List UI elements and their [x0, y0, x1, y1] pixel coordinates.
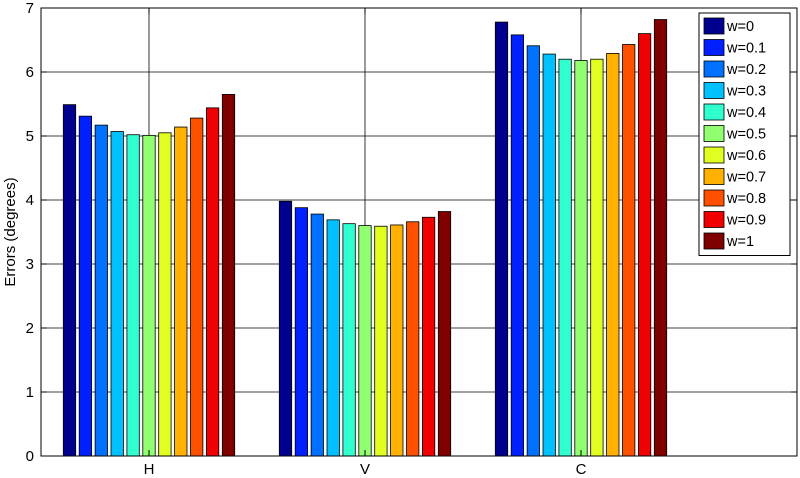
legend-swatch: [703, 103, 725, 121]
legend-label: w=0.3: [726, 84, 766, 100]
legend-label: w=0.9: [726, 213, 766, 229]
bar-C-w=0.2: [526, 45, 540, 457]
bar-C-w=0.3: [542, 53, 556, 457]
legend-swatch: [703, 211, 725, 228]
bars: [62, 19, 668, 457]
legend-swatch: [703, 125, 725, 142]
bar-H-w=0.4: [126, 134, 140, 457]
legend-label: w=0.5: [726, 127, 766, 143]
y-tick-label: 6: [26, 64, 34, 81]
legend-swatch: [703, 232, 725, 250]
bar-V-w=0.8: [406, 221, 420, 457]
bar-C-w=0.5: [574, 60, 588, 457]
legend-label: w=0.2: [726, 62, 766, 78]
legend-swatch: [703, 168, 725, 185]
legend-label: w=0.7: [726, 170, 766, 186]
y-tick-label: 3: [26, 256, 34, 273]
bar-H-w=0: [62, 104, 77, 457]
y-tick-label: 0: [26, 448, 34, 465]
bar-C-w=1: [653, 19, 668, 457]
bar-V-w=0.3: [326, 219, 340, 457]
bar-H-w=0.2: [94, 124, 108, 457]
legend-swatch: [703, 60, 725, 78]
x-tick-label: H: [144, 461, 155, 478]
legend-label: w=0: [726, 19, 754, 35]
legend-label: w=0.1: [726, 41, 766, 57]
bar-H-w=0.6: [158, 132, 172, 457]
x-tick-label: C: [576, 461, 587, 478]
bar-V-w=1: [437, 211, 452, 457]
legend-label: w=1: [726, 234, 754, 250]
x-tick-label: V: [360, 461, 370, 478]
bar-C-w=0.1: [510, 34, 525, 457]
legend-label: w=0.4: [726, 105, 766, 121]
bar-V-w=0.6: [374, 225, 388, 457]
bar-H-w=0.1: [78, 115, 92, 457]
bar-V-w=0: [278, 200, 293, 457]
y-tick-label: 2: [26, 320, 34, 337]
y-tick-label: 7: [26, 0, 34, 17]
legend-swatch: [703, 146, 725, 164]
y-tick-label: 4: [26, 192, 34, 209]
bar-C-w=0.8: [622, 44, 636, 457]
bar-C-w=0.4: [558, 58, 572, 457]
bar-H-w=0.5: [142, 134, 156, 457]
bar-V-w=0.9: [421, 216, 436, 457]
y-axis-label: Errors (degrees): [2, 177, 19, 286]
bar-C-w=0.9: [638, 33, 652, 457]
bar-H-w=0.7: [174, 126, 188, 457]
bar-H-w=0.3: [110, 131, 124, 457]
legend: w=0 w=0.1 w=0.2 w=0.3 w=0.4 w=0.5 w=0.6 w=0.7 w=…: [698, 12, 791, 256]
legend-label: w=0.8: [726, 191, 766, 207]
bar-V-w=0.1: [294, 207, 309, 457]
bar-C-w=0: [494, 21, 509, 457]
y-tick-label: 5: [26, 128, 34, 145]
legend-swatch: [703, 17, 725, 35]
bar-V-w=0.4: [342, 223, 356, 457]
legend-swatch: [703, 82, 725, 99]
y-tick-label: 1: [26, 384, 34, 401]
legend-swatch: [703, 189, 725, 207]
legend-label: w=0.6: [726, 148, 766, 164]
bar-V-w=0.5: [358, 225, 372, 457]
legend-swatch: [703, 39, 725, 56]
bar-V-w=0.2: [310, 213, 324, 457]
bar-H-w=0.9: [205, 107, 220, 457]
bar-H-w=0.8: [190, 117, 204, 457]
axis-ticks: 0 1 2 3 4 5 6 7 H V C: [26, 0, 797, 478]
bar-H-w=1: [221, 94, 236, 457]
plot-area-frame: [40, 7, 798, 457]
bar-V-w=0.7: [390, 224, 404, 457]
bar-C-w=0.6: [590, 58, 604, 457]
bar-C-w=0.7: [606, 53, 620, 457]
